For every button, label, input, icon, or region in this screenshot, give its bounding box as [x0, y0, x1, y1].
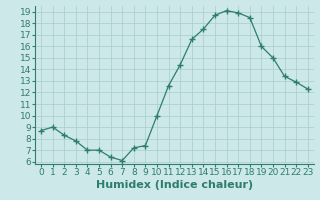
X-axis label: Humidex (Indice chaleur): Humidex (Indice chaleur) [96, 180, 253, 190]
